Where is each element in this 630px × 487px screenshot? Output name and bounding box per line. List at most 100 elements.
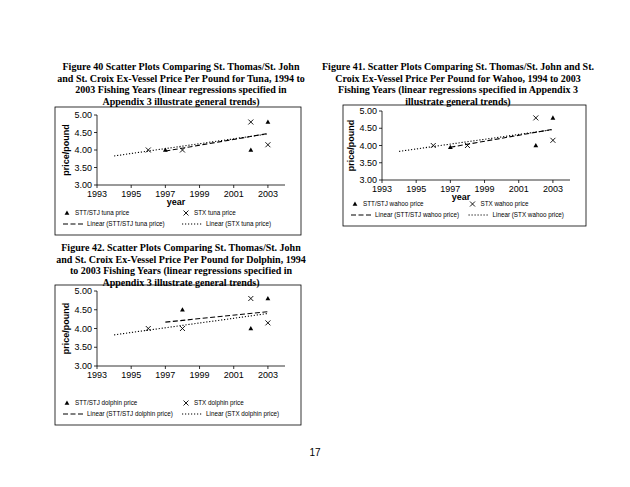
legend-item: Linear (STX tuna price) <box>182 220 271 228</box>
scatter-point <box>265 142 270 147</box>
legend-item: STX tuna price <box>184 209 237 217</box>
chart-frame <box>55 285 301 425</box>
legend-item: Linear (STT/STJ tuna price) <box>63 220 165 228</box>
chart: 3.003.504.004.505.0019931995199719992001… <box>343 105 586 226</box>
x-tick-label: 1997 <box>155 370 175 380</box>
x-tick-label: 2001 <box>224 370 244 380</box>
x-tick-label: 2003 <box>543 184 563 194</box>
legend-label: STX wahoo price <box>481 200 529 208</box>
scatter-point <box>248 326 253 330</box>
chart: 3.003.504.004.505.0019931995199719992001… <box>55 107 301 235</box>
y-tick <box>379 111 382 112</box>
x-tick <box>97 185 98 188</box>
legend-label: STT/STJ tuna price <box>75 209 130 217</box>
x-tick <box>416 180 417 183</box>
legend-item: STX dolphin price <box>184 399 245 407</box>
page-number: 17 <box>309 447 321 458</box>
scatter-point <box>550 138 555 143</box>
legend-label: STX tuna price <box>194 209 236 217</box>
legend-label: Linear (STT/STJ dolphin price) <box>87 410 173 418</box>
trend-line <box>114 314 268 335</box>
x-tick-label: 1993 <box>87 370 107 380</box>
x-tick-label: 1995 <box>121 189 141 199</box>
x-tick <box>165 185 166 188</box>
y-tick <box>94 185 97 186</box>
chart-title: Figure 42. Scatter Plots Comparing St. T… <box>56 242 306 288</box>
legend-item: STT/STJ wahoo price <box>353 200 424 208</box>
legend-label: Linear (STX tuna price) <box>206 220 271 228</box>
plot-area <box>114 296 270 335</box>
x-tick <box>518 180 519 183</box>
scatter-point <box>266 119 271 123</box>
legend-label: Linear (STX wahoo price) <box>493 211 564 219</box>
legend-item: STT/STJ dolphin price <box>65 399 138 407</box>
legend-swatch <box>470 202 475 207</box>
y-tick <box>94 347 97 348</box>
legend-item: STX wahoo price <box>470 200 529 208</box>
chart-title: Figure 40 Scatter Plots Comparing St. Th… <box>56 61 306 107</box>
scatter-point <box>248 120 253 125</box>
legend-swatch <box>63 223 83 224</box>
plot-area <box>399 115 555 151</box>
x-tick <box>233 366 234 369</box>
legend-swatch <box>469 214 489 215</box>
scatter-point <box>248 296 253 301</box>
legend-label: STT/STJ dolphin price <box>75 399 138 407</box>
y-tick <box>94 167 97 168</box>
y-tick <box>94 115 97 116</box>
x-tick <box>165 366 166 369</box>
x-axis <box>382 180 570 181</box>
y-tick <box>379 162 382 163</box>
legend-label: Linear (STT/STJ wahoo price) <box>375 211 459 219</box>
scatter-point <box>551 115 556 119</box>
x-tick-label: 2001 <box>224 189 244 199</box>
y-tick-label: 4.00 <box>74 324 92 334</box>
legend-item: Linear (STX wahoo price) <box>469 211 564 219</box>
legend-swatch <box>65 400 70 404</box>
y-tick-label: 4.00 <box>74 145 92 155</box>
scatter-point <box>431 143 436 148</box>
y-tick <box>94 366 97 367</box>
y-tick-label: 3.50 <box>74 342 92 352</box>
y-axis-label: price/pound <box>61 124 71 176</box>
x-tick-label: 1999 <box>190 189 210 199</box>
y-tick <box>94 328 97 329</box>
x-tick-label: 2003 <box>258 370 278 380</box>
trend-line <box>450 129 553 147</box>
x-tick <box>131 366 132 369</box>
x-tick <box>131 185 132 188</box>
y-tick-label: 5.00 <box>359 106 377 116</box>
y-tick <box>94 309 97 310</box>
y-tick-label: 3.50 <box>359 158 377 168</box>
x-tick <box>233 185 234 188</box>
legend-swatch <box>65 210 70 214</box>
x-tick <box>199 366 200 369</box>
x-tick-label: 2001 <box>509 184 529 194</box>
legend-swatch <box>351 214 371 215</box>
legend-swatch <box>184 211 189 216</box>
y-tick-label: 4.50 <box>74 128 92 138</box>
x-tick-label: 1993 <box>87 189 107 199</box>
chart-frame <box>55 107 301 235</box>
scatter-point <box>180 307 185 311</box>
y-tick-label: 3.50 <box>74 163 92 173</box>
x-tick <box>450 180 451 183</box>
y-tick-label: 4.00 <box>359 141 377 151</box>
scatter-point <box>265 320 270 325</box>
trend-line <box>165 134 268 152</box>
y-tick-label: 4.50 <box>359 123 377 133</box>
x-tick <box>382 180 383 183</box>
legend-item: Linear (STT/STJ wahoo price) <box>351 211 459 219</box>
x-axis <box>97 185 285 186</box>
trend-line <box>114 134 268 156</box>
legend-label: Linear (STX dolphin price) <box>206 410 279 418</box>
x-tick <box>97 366 98 369</box>
y-tick-label: 5.00 <box>74 110 92 120</box>
legend-swatch <box>182 413 202 414</box>
y-axis-label: price/pound <box>61 303 71 355</box>
x-tick-label: 2003 <box>258 189 278 199</box>
x-tick <box>552 180 553 183</box>
legend-swatch <box>63 413 83 414</box>
x-axis <box>97 366 285 367</box>
legend-item: Linear (STX dolphin price) <box>182 410 279 418</box>
